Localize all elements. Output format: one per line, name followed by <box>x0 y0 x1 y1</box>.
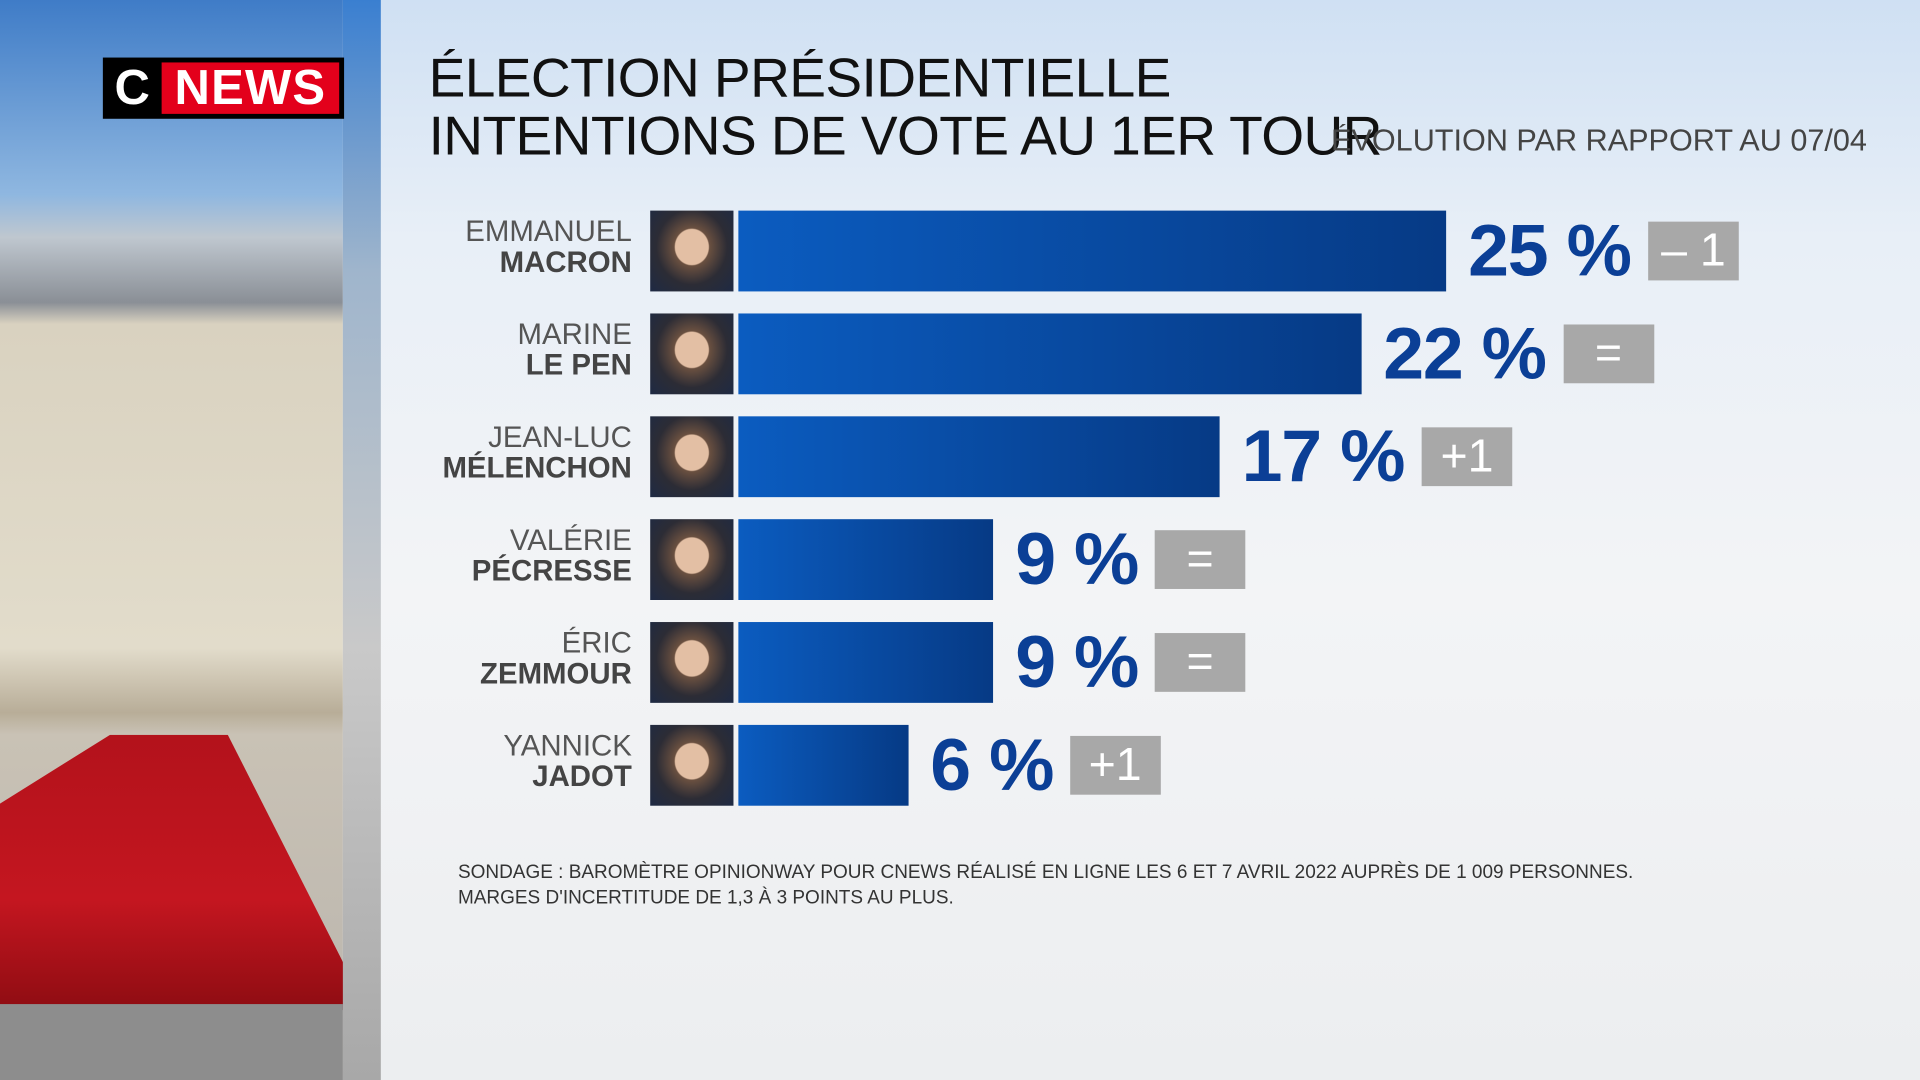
last-name: LE PEN <box>525 348 632 383</box>
first-name: MARINE <box>517 318 632 352</box>
value-label: 22 % <box>1383 312 1547 395</box>
candidate-portrait <box>650 313 734 395</box>
bar-row: YANNICK JADOT 6 % +1 <box>0 723 1920 806</box>
last-name: MACRON <box>499 246 632 280</box>
candidate-name: MARINE LE PEN <box>518 320 632 381</box>
candidate-name: YANNICK JADOT <box>503 731 631 792</box>
bar <box>738 724 909 806</box>
bar-row: ÉRIC ZEMMOUR 9 % = <box>0 620 1920 703</box>
elysee-palace-photo <box>0 0 368 1080</box>
change-badge: +1 <box>1421 427 1513 487</box>
bar <box>738 313 1362 395</box>
bar <box>738 210 1447 292</box>
bar-row: VALÉRIE PÉCRESSE 9 % = <box>0 517 1920 601</box>
bar-row: JEAN-LUC MÉLENCHON 17 % +1 <box>0 415 1920 498</box>
candidate-portrait <box>650 724 734 806</box>
footnote-line1: SONDAGE : BAROMÈTRE OPINIONWAY POUR CNEW… <box>457 862 1634 883</box>
title-line2: INTENTIONS DE VOTE AU 1ER TOUR <box>428 104 1383 167</box>
cnews-logo: C NEWS <box>102 57 345 119</box>
change-badge: = <box>1154 530 1246 589</box>
change-badge: – 1 <box>1648 221 1739 281</box>
candidate-portrait <box>650 622 734 703</box>
value-label: 6 % <box>930 723 1054 806</box>
candidate-portrait <box>650 519 734 601</box>
value-label: 17 % <box>1241 415 1406 498</box>
candidate-name: VALÉRIE PÉCRESSE <box>472 525 632 586</box>
value-label: 25 % <box>1468 209 1632 292</box>
candidate-portrait <box>650 416 734 498</box>
side-strip <box>342 0 381 1080</box>
footnote: SONDAGE : BAROMÈTRE OPINIONWAY POUR CNEW… <box>458 860 1633 911</box>
bar <box>738 416 1220 498</box>
first-name: EMMANUEL <box>465 215 632 249</box>
candidate-name: EMMANUEL MACRON <box>465 217 632 278</box>
value-label: 9 % <box>1015 517 1139 601</box>
first-name: VALÉRIE <box>509 524 632 558</box>
bar-row: EMMANUEL MACRON 25 % – 1 <box>0 209 1920 292</box>
last-name: PÉCRESSE <box>471 554 632 588</box>
change-badge: = <box>1563 324 1654 384</box>
candidate-name: JEAN-LUC MÉLENCHON <box>442 422 631 483</box>
footnote-line2: MARGES D'INCERTITUDE DE 1,3 À 3 POINTS A… <box>457 887 954 909</box>
chart-subtitle: ÉVOLUTION PAR RAPPORT AU 07/04 <box>1331 123 1867 158</box>
bar-row: MARINE LE PEN 22 % = <box>0 312 1920 395</box>
last-name: ZEMMOUR <box>480 657 632 691</box>
change-badge: = <box>1154 633 1246 692</box>
gravel <box>0 1004 343 1080</box>
first-name: ÉRIC <box>561 626 632 661</box>
logo-news: NEWS <box>161 62 340 114</box>
title-line1: ÉLECTION PRÉSIDENTIELLE <box>428 46 1172 109</box>
logo-c: C <box>114 60 150 115</box>
last-name: JADOT <box>532 760 632 794</box>
candidate-name: ÉRIC ZEMMOUR <box>480 628 632 689</box>
change-badge: +1 <box>1069 735 1161 795</box>
candidate-portrait <box>650 210 734 292</box>
bar <box>738 519 994 601</box>
value-label: 9 % <box>1015 620 1139 703</box>
last-name: MÉLENCHON <box>442 451 632 485</box>
chart-title: ÉLECTION PRÉSIDENTIELLE INTENTIONS DE VO… <box>428 46 1383 167</box>
first-name: JEAN-LUC <box>488 421 632 455</box>
bar <box>738 622 994 703</box>
first-name: YANNICK <box>503 729 632 763</box>
